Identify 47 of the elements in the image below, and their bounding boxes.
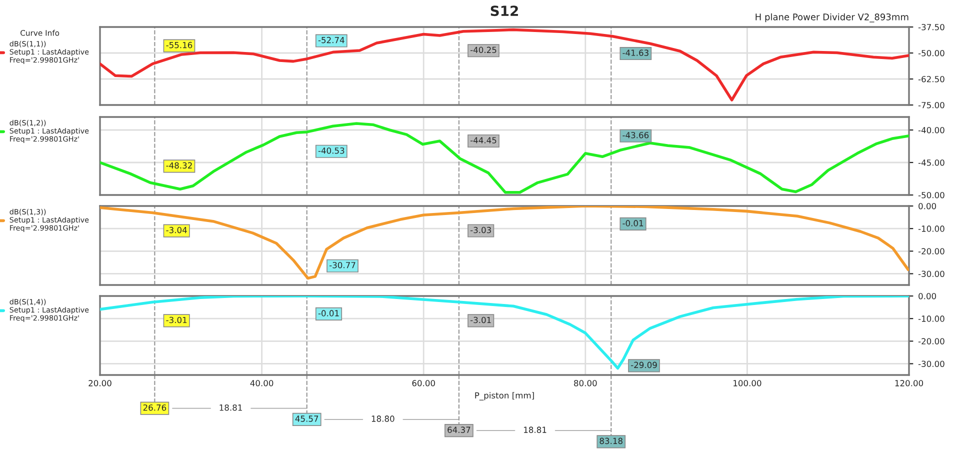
- ref-line-label: 64.37: [448, 426, 470, 433]
- annotation: -40.25: [470, 46, 496, 54]
- chart-subtitle: H plane Power Divider V2_893mm: [756, 13, 908, 22]
- annotation: -52.74: [318, 36, 344, 44]
- annotation: -44.45: [470, 137, 496, 144]
- annotation: -29.09: [630, 362, 657, 368]
- annotation: -3.01: [166, 316, 187, 324]
- annotation: -30.77: [329, 262, 356, 268]
- text: 18.80: [372, 416, 394, 422]
- y-tick-label: -50.00: [918, 50, 944, 56]
- x-tick-label: 80.00: [574, 380, 597, 386]
- y-tick-label: -40.00: [918, 126, 944, 134]
- annotation: -40.53: [318, 147, 344, 154]
- y-tick-label: -20.00: [918, 338, 944, 344]
- y-tick-label: -30.00: [918, 270, 944, 277]
- x-tick-label: 40.00: [250, 380, 274, 386]
- annotation: -3.03: [470, 226, 491, 234]
- text: 18.81: [220, 404, 242, 411]
- annotation: -0.01: [622, 220, 644, 226]
- x-axis-title: P_piston [mm]: [475, 392, 534, 400]
- y-tick-label: -20.00: [918, 248, 944, 254]
- y-tick-label: -62.50: [918, 76, 944, 82]
- x-tick-label: 100.00: [734, 380, 762, 386]
- annotation: -3.04: [166, 226, 187, 234]
- y-tick-label: -50.00: [918, 192, 944, 198]
- ref-line-label: 45.57: [295, 416, 318, 422]
- x-tick-label: 60.00: [412, 380, 435, 386]
- x-tick-label: 120.00: [895, 380, 924, 386]
- annotation: -3.01: [470, 316, 491, 324]
- y-tick-label: 0.00: [918, 202, 936, 210]
- y-tick-label: -37.50: [918, 24, 944, 30]
- ref-line-label: 83.18: [600, 438, 622, 444]
- annotation: -41.63: [622, 50, 648, 56]
- annotation: -48.32: [166, 162, 192, 169]
- text: 18.81: [524, 426, 546, 433]
- y-tick-label: -30.00: [918, 360, 944, 367]
- ref-line-label: 26.76: [143, 404, 166, 411]
- annotation: -55.16: [166, 42, 192, 48]
- annotation: -0.01: [318, 310, 339, 316]
- y-tick-label: 0.00: [918, 292, 936, 300]
- y-tick-label: -45.00: [918, 159, 944, 166]
- y-tick-label: -10.00: [918, 316, 944, 322]
- x-tick-label: 20.00: [88, 380, 112, 386]
- annotation: -43.66: [622, 132, 649, 138]
- y-tick-label: -10.00: [918, 226, 944, 232]
- chart-title: S12: [490, 6, 518, 16]
- y-tick-label: -75.00: [918, 102, 944, 108]
